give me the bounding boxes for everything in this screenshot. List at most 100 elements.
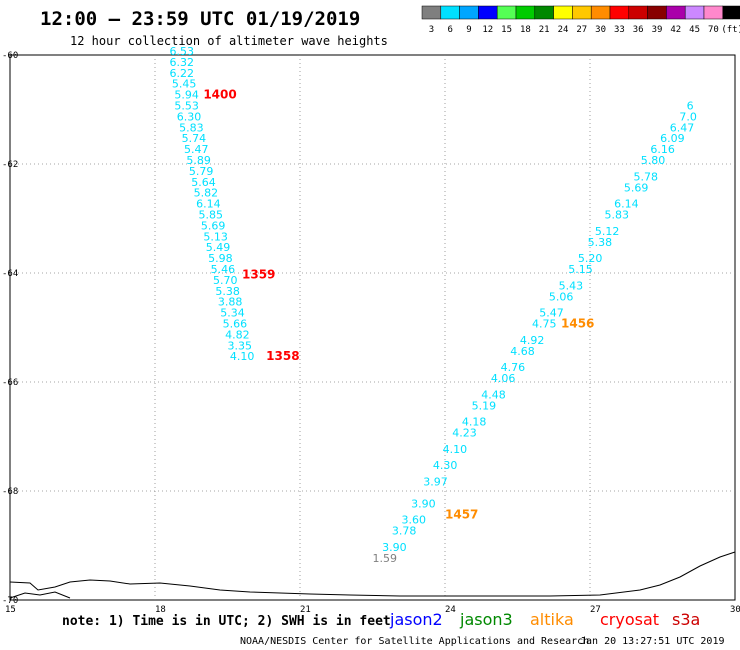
scale-swatch	[684, 5, 705, 20]
scale-swatch	[515, 5, 536, 20]
gridlines	[10, 55, 735, 600]
swh-data-label: 6.22	[170, 67, 195, 80]
scale-label: 6	[447, 25, 452, 35]
pass-time-label: 1358	[266, 349, 299, 363]
swh-data-label: 3.97	[423, 476, 448, 489]
swh-data-label: 5.89	[186, 154, 211, 167]
scale-label: 24	[558, 25, 569, 35]
scale-label: 36	[633, 25, 644, 35]
swh-data-label: 6.14	[196, 198, 221, 211]
scale-swatch	[440, 5, 460, 20]
swh-data-label: 5.79	[189, 165, 214, 178]
swh-data-label: 1.59	[373, 552, 398, 565]
scale-swatch	[421, 5, 442, 20]
timestamp: Jan 20 13:27:51 UTC 2019	[580, 636, 725, 647]
swh-data-label: 4.06	[491, 372, 515, 385]
swh-data-label: 5.83	[179, 121, 204, 134]
swh-data-label: 3.90	[411, 497, 436, 510]
scale-label: 18	[520, 25, 531, 35]
swh-data-label: 5.66	[223, 318, 248, 331]
swh-data-label: 5.64	[191, 176, 216, 189]
swh-data-label: 4.18	[462, 416, 487, 429]
swh-data-label: 5.12	[595, 225, 620, 238]
swh-data-label: 5.46	[211, 263, 236, 276]
swh-data-label: 5.19	[472, 399, 497, 412]
swh-data-label: 5.80	[641, 154, 666, 167]
scale-label: 9	[466, 25, 471, 35]
lon-tick-label: 30	[730, 605, 740, 615]
swh-data-label: 5.13	[203, 230, 228, 243]
lon-tick-label: 24	[445, 605, 456, 615]
swh-data-label: 5.06	[549, 290, 574, 303]
swh-data-label: 6.30	[177, 110, 202, 123]
credit-line: NOAA/NESDIS Center for Satellite Applica…	[240, 636, 589, 647]
swh-data-label: 4.82	[225, 328, 250, 341]
swh-data-label: 4.10	[230, 350, 255, 363]
scale-swatch	[647, 5, 667, 20]
scale-label: 33	[614, 25, 625, 35]
lat-tick-label: -64	[2, 269, 18, 279]
satellite-legend-jason3: jason3	[459, 610, 513, 629]
swh-data-label: 5.83	[605, 209, 630, 222]
pass-time-label: 1457	[445, 507, 478, 521]
swh-data-label: 6.53	[170, 45, 195, 58]
swh-data-label: 5.78	[634, 170, 659, 183]
scale-swatch	[703, 5, 724, 20]
scale-swatch	[722, 5, 740, 20]
scale-swatch	[478, 5, 498, 20]
scale-label: 12	[482, 25, 493, 35]
lat-tick-label: -68	[2, 487, 18, 497]
swh-data-label: 7.0	[679, 110, 697, 123]
swh-data-label: 6.16	[650, 143, 675, 156]
satellite-track-a: 6.536.326.225.455.945.536.305.835.745.47…	[170, 45, 255, 363]
scale-swatch	[459, 5, 479, 20]
scale-label: 3	[429, 25, 434, 35]
pass-time-label: 1456	[561, 317, 594, 331]
swh-data-label: 4.48	[481, 388, 506, 401]
swh-data-label: 6.32	[170, 56, 195, 69]
longitude-axis: 15 18 21 24 27 30	[5, 605, 740, 615]
swh-data-label: 5.82	[194, 187, 219, 200]
scale-swatch	[534, 5, 554, 20]
footnote: note: 1) Time is in UTC; 2) SWH is in fe…	[62, 614, 391, 629]
swh-data-label: 6.14	[614, 198, 639, 211]
scale-label: 30	[595, 25, 606, 35]
pass-times: 1400 1359 1358 1456 1457	[203, 88, 594, 522]
swh-data-label: 5.98	[208, 252, 233, 265]
swh-data-label: 5.34	[220, 307, 245, 320]
swh-data-label: 5.47	[539, 307, 564, 320]
swh-data-label: 5.53	[174, 100, 199, 113]
lat-tick-label: -62	[2, 160, 18, 170]
scale-swatch	[666, 5, 686, 20]
page-title: 12:00 – 23:59 UTC 01/19/2019	[40, 8, 360, 30]
lon-tick-label: 21	[300, 605, 311, 615]
lon-tick-label: 18	[155, 605, 166, 615]
swh-data-label: 3.78	[392, 525, 417, 538]
swh-data-label: 5.69	[201, 219, 226, 232]
swh-data-label: 5.20	[578, 252, 603, 265]
antarctic-coastline	[9, 551, 736, 597]
satellite-legend-cryosat: cryosat	[600, 610, 659, 629]
scale-swatch	[572, 5, 592, 20]
swh-data-label: 5.43	[559, 279, 584, 292]
scale-label: 27	[576, 25, 587, 35]
swh-data-label: 3.60	[402, 514, 427, 527]
scale-label: 15	[501, 25, 512, 35]
swh-data-label: 5.45	[172, 78, 197, 91]
swh-data-label: 4.30	[433, 459, 458, 472]
scale-label: 42	[670, 25, 681, 35]
swh-data-label: 4.23	[452, 427, 477, 440]
map-frame	[9, 54, 736, 601]
lon-tick-label: 15	[5, 605, 16, 615]
satellite-track-b: 1.593.903.783.603.903.974.304.104.234.18…	[373, 100, 697, 565]
latitude-axis: -60 -62 -64 -66 -68 -70	[2, 51, 18, 606]
swh-data-label: 5.49	[206, 241, 231, 254]
scale-label: 39	[652, 25, 663, 35]
lat-tick-label: -70	[2, 596, 18, 606]
swh-data-label: 5.85	[199, 209, 224, 222]
swh-data-label: 4.92	[520, 334, 545, 347]
swh-data-label: 6.09	[660, 132, 685, 145]
scale-label: 21	[539, 25, 550, 35]
satellite-legend-jason2: jason2	[389, 610, 443, 629]
